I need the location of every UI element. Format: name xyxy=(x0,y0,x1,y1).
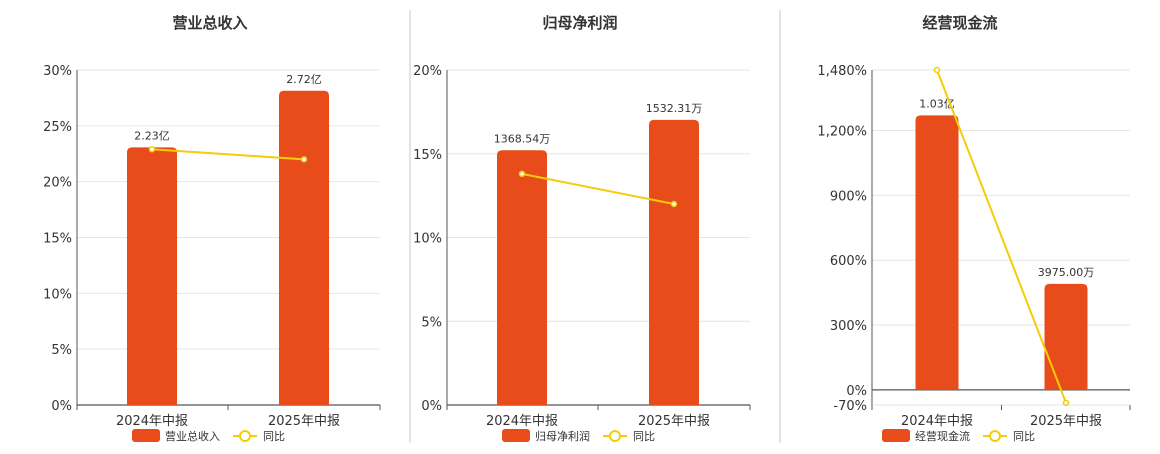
legend-bar-swatch xyxy=(132,429,160,442)
legend[interactable]: 归母净利润 同比 xyxy=(502,429,655,443)
legend-bar-swatch xyxy=(882,429,910,442)
yoy-line xyxy=(936,69,1067,404)
y-tick-label: 15% xyxy=(413,148,442,163)
yoy-point xyxy=(518,170,526,178)
legend-line-marker xyxy=(609,430,621,442)
chart-panel-1: 营业总收入 0% 5% 10% 15% 20% 25% 30% 2.23亿 2.72亿 2024年中… xyxy=(43,14,381,443)
yoy-line xyxy=(151,148,305,161)
bar xyxy=(497,150,547,405)
legend-line-label: 同比 xyxy=(633,430,655,443)
bar xyxy=(127,147,177,405)
bar-data-label: 2.72亿 xyxy=(286,73,322,86)
legend-line-label: 同比 xyxy=(263,430,285,443)
y-tick-label: 10% xyxy=(413,232,442,247)
bar xyxy=(279,90,329,406)
legend-bar-label: 经营现金流 xyxy=(915,429,970,443)
yoy-point xyxy=(933,66,941,74)
y-tick-label: 0% xyxy=(846,384,867,399)
y-tick-label: 20% xyxy=(43,176,72,191)
x-tick-label: 2025年中报 xyxy=(638,414,710,429)
chart-title: 归母净利润 xyxy=(542,14,617,32)
bar-data-label: 1368.54万 xyxy=(494,132,551,145)
y-tick-label: 900% xyxy=(830,189,867,204)
y-tick-label: -70% xyxy=(833,399,867,414)
y-tick-label: 1,480% xyxy=(817,64,867,79)
x-tick-label: 2025年中报 xyxy=(268,414,340,429)
x-tick-label: 2024年中报 xyxy=(486,414,558,429)
y-tick-label: 30% xyxy=(43,64,72,79)
chart-panel-2: 归母净利润 0% 5% 10% 15% 20% 1368.54万 1532.31万 2024年中… xyxy=(413,14,751,443)
x-tick-label: 2024年中报 xyxy=(116,414,188,429)
bar xyxy=(649,119,699,406)
chart-panel-3: 经营现金流 -70%0% 300% 600% 900% 1,200% 1,480% 1.03亿… xyxy=(817,14,1131,443)
x-tick-label: 2025年中报 xyxy=(1030,414,1102,429)
x-tick-label: 2024年中报 xyxy=(901,414,973,429)
legend-line-marker xyxy=(989,430,1001,442)
yoy-point xyxy=(300,156,308,163)
legend[interactable]: 营业总收入 同比 xyxy=(132,429,285,443)
yoy-point xyxy=(1062,399,1070,407)
y-tick-label: 5% xyxy=(51,343,72,358)
yoy-point xyxy=(148,146,156,153)
y-tick-label: 0% xyxy=(421,399,442,414)
chart-title: 经营现金流 xyxy=(922,14,997,32)
bar-data-label: 3975.00万 xyxy=(1038,266,1095,279)
y-tick-label: 20% xyxy=(413,64,442,79)
y-tick-label: 5% xyxy=(421,315,442,330)
y-tick-label: 600% xyxy=(830,254,867,269)
y-tick-label: 25% xyxy=(43,120,72,135)
legend-bar-swatch xyxy=(502,429,530,442)
legend-bar-label: 营业总收入 xyxy=(165,429,220,443)
bar-data-label: 1.03亿 xyxy=(919,97,955,110)
legend-line-label: 同比 xyxy=(1013,430,1035,443)
yoy-line xyxy=(521,172,675,205)
legend-line-marker xyxy=(239,430,251,442)
y-tick-label: 10% xyxy=(43,287,72,302)
bar xyxy=(1044,283,1088,390)
y-tick-label: 300% xyxy=(830,319,867,334)
y-tick-label: 15% xyxy=(43,232,72,247)
bar-data-label: 1532.31万 xyxy=(646,102,703,115)
bar xyxy=(915,115,959,390)
legend[interactable]: 经营现金流 同比 xyxy=(882,429,1035,443)
yoy-point xyxy=(670,200,678,208)
y-tick-label: 1,200% xyxy=(817,125,867,140)
chart-title: 营业总收入 xyxy=(172,14,247,32)
y-tick-label: 0% xyxy=(51,399,72,414)
bar-data-label: 2.23亿 xyxy=(134,129,170,142)
legend-bar-label: 归母净利润 xyxy=(535,429,590,443)
